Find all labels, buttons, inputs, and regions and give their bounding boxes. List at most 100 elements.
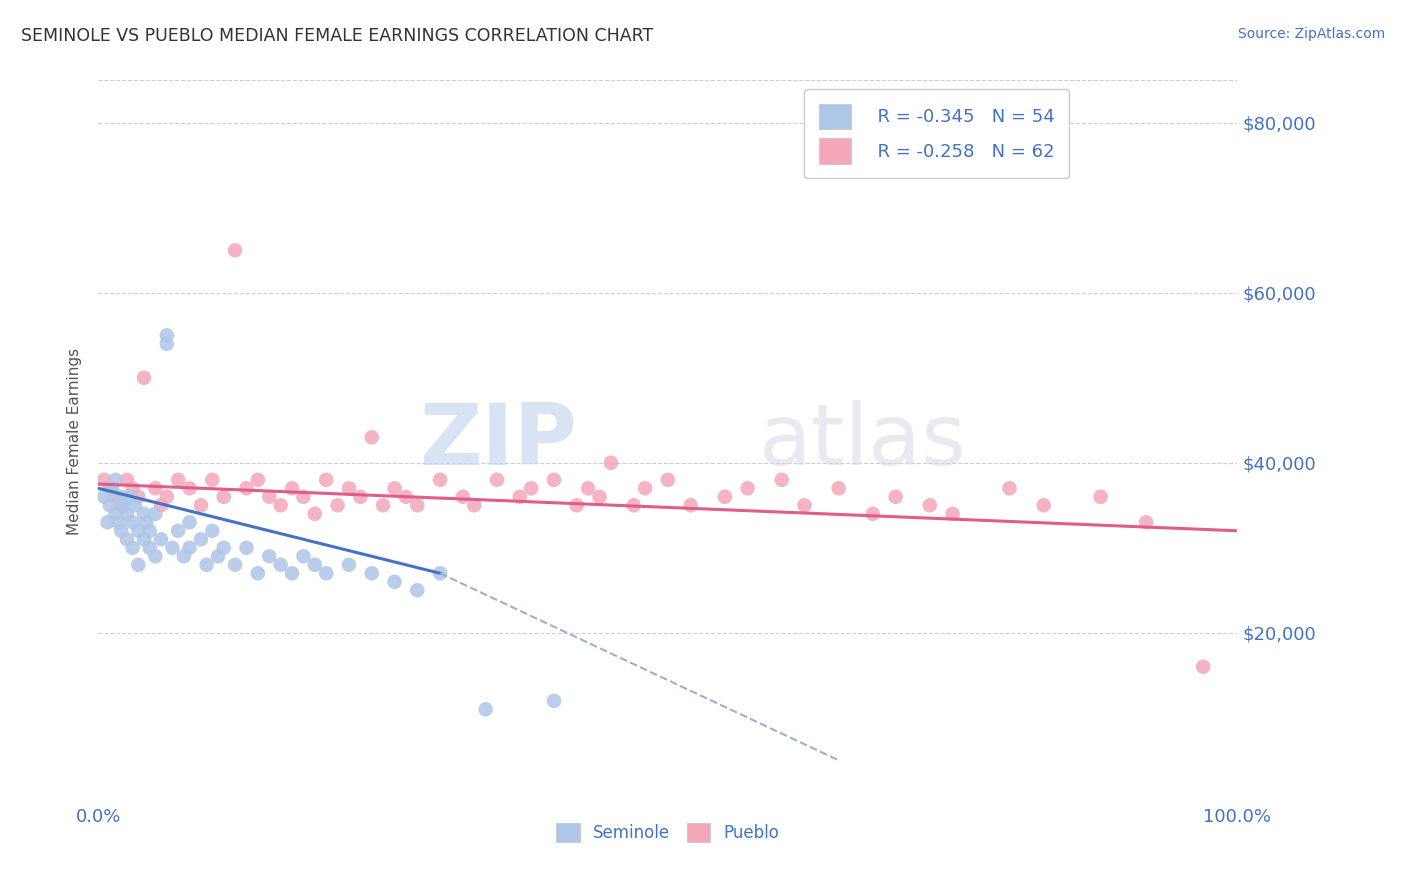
Point <box>110 490 132 504</box>
Point <box>1032 498 1054 512</box>
Point <box>112 498 135 512</box>
Point <box>657 473 679 487</box>
Point <box>173 549 195 564</box>
Point <box>259 490 281 504</box>
Legend: Seminole, Pueblo: Seminole, Pueblo <box>550 816 786 848</box>
Point <box>121 516 143 530</box>
Point <box>304 558 326 572</box>
Point <box>110 498 132 512</box>
Text: Source: ZipAtlas.com: Source: ZipAtlas.com <box>1237 27 1385 41</box>
Point <box>793 498 815 512</box>
Point <box>918 498 941 512</box>
Point <box>179 541 201 555</box>
Point <box>104 490 127 504</box>
Point <box>104 473 127 487</box>
Point <box>884 490 907 504</box>
Point <box>224 558 246 572</box>
Point <box>127 490 149 504</box>
Point <box>167 473 190 487</box>
Point <box>145 481 167 495</box>
Point <box>235 481 257 495</box>
Point <box>156 336 179 351</box>
Y-axis label: Median Female Earnings: Median Female Earnings <box>67 348 83 535</box>
Point <box>315 566 337 581</box>
Point <box>520 481 543 495</box>
Point <box>212 490 235 504</box>
Point <box>474 702 496 716</box>
Point <box>576 481 599 495</box>
Point <box>179 516 201 530</box>
Point <box>998 481 1021 495</box>
Point <box>326 498 349 512</box>
Point <box>101 481 124 495</box>
Point <box>93 490 115 504</box>
Point <box>138 524 160 538</box>
Point <box>737 481 759 495</box>
Text: atlas: atlas <box>759 400 967 483</box>
Point <box>104 507 127 521</box>
Point <box>246 473 269 487</box>
Point <box>770 473 793 487</box>
Point <box>281 566 304 581</box>
Point <box>201 524 224 538</box>
Point <box>121 541 143 555</box>
Point <box>384 574 406 589</box>
Point <box>115 507 138 521</box>
Point <box>162 541 184 555</box>
Point <box>270 498 292 512</box>
Point <box>96 516 118 530</box>
Point <box>304 507 326 521</box>
Point <box>1192 660 1215 674</box>
Point <box>828 481 851 495</box>
Point <box>862 507 884 521</box>
Point <box>371 498 394 512</box>
Text: SEMINOLE VS PUEBLO MEDIAN FEMALE EARNINGS CORRELATION CHART: SEMINOLE VS PUEBLO MEDIAN FEMALE EARNING… <box>21 27 654 45</box>
Point <box>150 533 173 547</box>
Point <box>1135 516 1157 530</box>
Point <box>679 498 702 512</box>
Point <box>132 371 155 385</box>
Point <box>127 524 149 538</box>
Point <box>120 490 142 504</box>
Point <box>98 498 121 512</box>
Point <box>360 566 382 581</box>
Point <box>486 473 509 487</box>
Point <box>942 507 965 521</box>
Point <box>145 549 167 564</box>
Point <box>360 430 382 444</box>
Point <box>138 541 160 555</box>
Point <box>179 481 201 495</box>
Point <box>115 473 138 487</box>
Point <box>429 566 451 581</box>
Point <box>349 490 371 504</box>
Point <box>463 498 485 512</box>
Point <box>135 516 157 530</box>
Point <box>132 507 155 521</box>
Point <box>281 481 304 495</box>
Point <box>429 473 451 487</box>
Point <box>270 558 292 572</box>
Point <box>246 566 269 581</box>
Point <box>115 533 138 547</box>
Point <box>395 490 418 504</box>
Point <box>509 490 531 504</box>
Point <box>124 498 146 512</box>
Point <box>588 490 610 504</box>
Point <box>714 490 737 504</box>
Point <box>212 541 235 555</box>
Point <box>543 473 565 487</box>
Point <box>292 490 315 504</box>
Point <box>127 558 149 572</box>
Point <box>315 473 337 487</box>
Point <box>600 456 623 470</box>
Point <box>108 516 131 530</box>
Point <box>121 481 143 495</box>
Point <box>259 549 281 564</box>
Point <box>98 481 121 495</box>
Point <box>93 473 115 487</box>
Point <box>337 558 360 572</box>
Point <box>406 583 429 598</box>
Text: ZIP: ZIP <box>419 400 576 483</box>
Point <box>235 541 257 555</box>
Point <box>156 328 179 343</box>
